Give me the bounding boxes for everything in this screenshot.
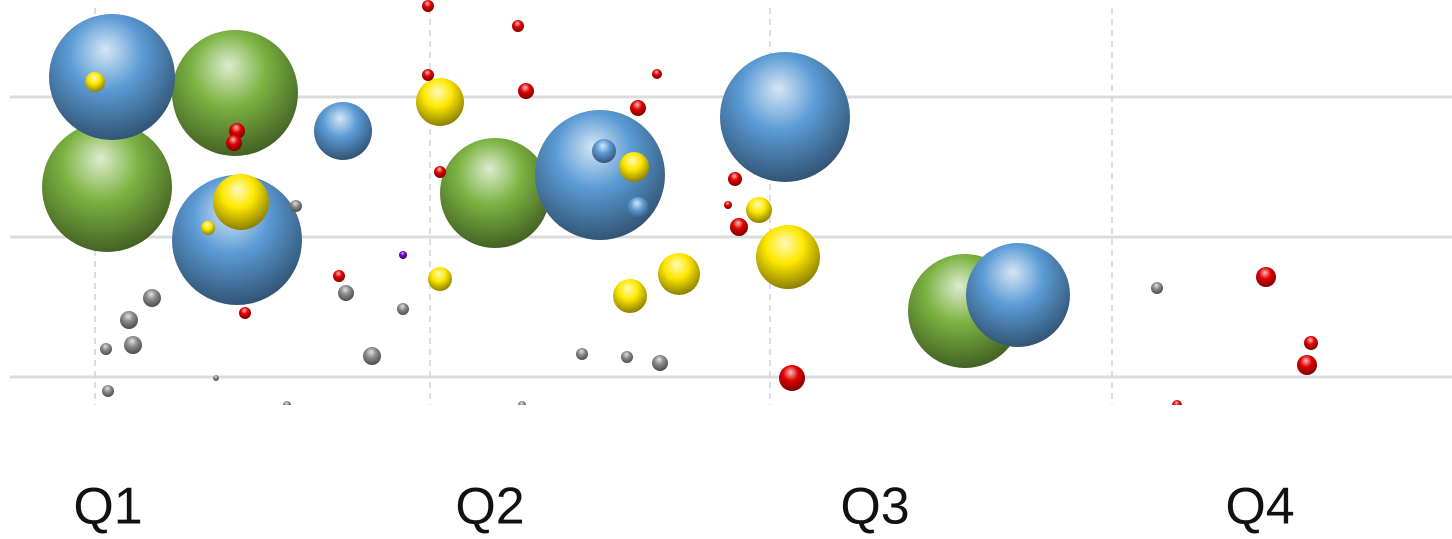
bubble: [613, 279, 647, 313]
bubble: [630, 100, 646, 116]
bubble: [512, 20, 524, 32]
x-axis: Q1 Q2 Q3 Q4: [73, 478, 1294, 536]
bubble: [756, 225, 820, 289]
bubble: [621, 351, 633, 363]
bubble: [85, 72, 105, 92]
bubble: [229, 123, 245, 139]
bubble: [619, 152, 649, 182]
bubble: [1304, 336, 1318, 350]
bubble: [201, 221, 215, 235]
bubble: [592, 139, 616, 163]
bubble: [658, 253, 700, 295]
bubble: [518, 83, 534, 99]
bubble: [399, 251, 407, 259]
bubble: [1256, 267, 1276, 287]
bubble: [440, 138, 550, 248]
bubble: [627, 197, 649, 219]
bubble: [120, 311, 138, 329]
bubble: [363, 347, 381, 365]
bubble: [226, 135, 242, 151]
x-tick-label: Q2: [455, 478, 524, 536]
x-tick-label: Q3: [840, 478, 909, 536]
bubble: [966, 243, 1070, 347]
bubble: [1172, 400, 1182, 405]
bubble: [422, 69, 434, 81]
bubble: [213, 375, 219, 381]
bubble: [652, 69, 662, 79]
bubble: [213, 174, 269, 230]
bubble: [100, 343, 112, 355]
bubble: [724, 201, 732, 209]
bubble: [720, 52, 850, 182]
bubble: [102, 385, 114, 397]
bubble: [338, 285, 354, 301]
bubble: [49, 14, 175, 140]
bubble: [576, 348, 588, 360]
bubble: [239, 307, 251, 319]
bubble: [397, 303, 409, 315]
bubble: [333, 270, 345, 282]
bubble: [172, 175, 302, 305]
bubble: [434, 166, 446, 178]
bubble: [143, 289, 161, 307]
x-tick-label: Q1: [73, 478, 142, 536]
bubble: [42, 122, 172, 252]
bubble: [730, 218, 748, 236]
bubble: [1151, 282, 1163, 294]
bubble: [1297, 355, 1317, 375]
bubble: [728, 172, 742, 186]
bubble: [416, 78, 464, 126]
bubble: [290, 200, 302, 212]
bubble: [746, 197, 772, 223]
x-tick-label: Q4: [1225, 478, 1294, 536]
bubble: [172, 30, 298, 156]
bubble: [283, 401, 291, 405]
bubble: [779, 365, 805, 391]
plot-area: [42, 0, 1318, 405]
bubble: [428, 267, 452, 291]
bubble: [124, 336, 142, 354]
bubble: [422, 0, 434, 12]
bubble: [314, 102, 372, 160]
bubble: [518, 401, 526, 405]
bubble: [652, 355, 668, 371]
